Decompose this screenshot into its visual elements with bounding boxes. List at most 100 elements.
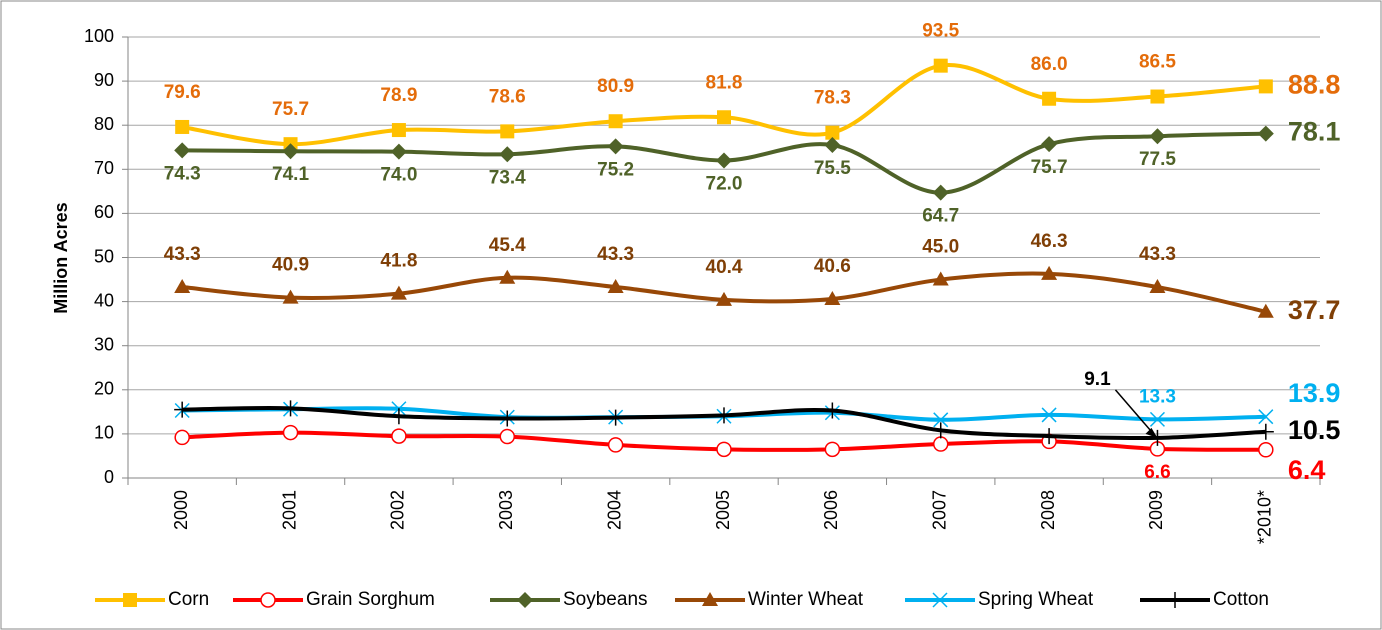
data-point [716,152,732,169]
data-point [175,119,190,134]
value-label: 10.5 [1288,415,1341,445]
value-label: 74.3 [164,163,201,184]
value-label: 72.0 [706,173,743,194]
y-tick-label: 60 [94,202,114,222]
data-point [607,437,624,453]
data-point [607,138,624,155]
value-label: 81.8 [706,72,743,93]
x-tick-label: 2003 [496,490,516,530]
data-point [1149,128,1166,145]
data-point [607,409,624,426]
value-label: 86.0 [1031,54,1068,75]
data-point [1149,411,1165,427]
data-point [824,290,841,305]
value-label: 78.9 [380,85,417,106]
value-label: 37.7 [1288,295,1341,325]
series: 6.6 6.4 [174,424,1326,485]
legend-marker [260,592,276,608]
data-point [390,408,407,425]
x-tick-label: 2001 [279,490,299,530]
data-point [499,410,516,427]
value-label: 78.6 [489,86,526,107]
value-label: 78.1 [1288,117,1341,147]
value-label: 45.0 [922,237,959,258]
data-point [1258,442,1274,458]
series: 9.1 10.5 [174,369,1340,446]
data-point [1257,423,1274,440]
data-point [933,412,949,428]
legend-marker [932,592,948,608]
data-point [174,279,191,294]
data-point [716,291,732,306]
data-point [932,271,949,286]
series: 74.3 74.1 74.0 73.4 75.2 72.0 75.5 64.7 75.7 77.5… [164,117,1341,227]
x-tick-label: 2009 [1146,490,1166,530]
data-point [824,441,841,458]
value-label: 73.4 [489,167,526,188]
data-point [1041,136,1058,153]
annotation-arrow [1114,389,1155,435]
legend-label: Soybeans [563,589,648,610]
data-point [1258,79,1273,94]
x-tick-label: 2002 [388,490,408,530]
value-label: 43.3 [597,244,634,265]
value-label: 43.3 [1139,244,1176,265]
legend-label: Spring Wheat [978,589,1094,610]
value-label: 13.9 [1288,378,1341,408]
value-label: 45.4 [489,235,526,256]
series: 79.6 75.7 78.9 78.6 80.9 81.8 78.3 93.5 86.0 86.5… [164,21,1340,152]
data-point [174,429,190,446]
legend-marker [517,592,533,608]
legend-marker [702,592,718,606]
legend-marker [1167,592,1183,608]
data-point [500,124,515,139]
value-label: 46.3 [1031,231,1068,252]
value-label: 40.9 [272,255,309,276]
legend-marker [123,593,137,607]
legend-label: Winter Wheat [748,589,864,610]
data-point [391,428,407,444]
y-tick-label: 70 [94,158,114,178]
value-label: 6.4 [1288,455,1326,485]
legend-label: Grain Sorghum [306,589,435,610]
data-point [716,407,732,424]
value-label: 79.6 [164,82,201,103]
y-tick-label: 100 [84,26,114,46]
data-point [1258,409,1274,425]
value-label: 75.7 [272,99,309,120]
data-point [1257,125,1274,142]
data-point [824,137,841,154]
data-point [1149,429,1166,446]
data-point [390,143,407,160]
data-point [1041,407,1057,423]
data-point [1041,265,1058,280]
value-label: 80.9 [597,76,634,97]
data-point [390,285,407,300]
x-tick-label: 2000 [171,490,191,530]
data-point [499,146,516,163]
data-point [932,184,949,201]
data-point [282,424,299,441]
x-tick-label: *2010* [1255,490,1275,544]
data-point [1257,303,1274,318]
x-tick-label: 2004 [604,490,624,530]
y-tick-label: 90 [94,70,114,90]
y-tick-label: 30 [94,334,114,354]
y-tick-label: 40 [94,290,114,310]
value-label: 43.3 [164,244,201,265]
y-tick-label: 50 [94,246,114,266]
value-label: 74.1 [272,164,309,185]
data-point [932,436,949,452]
data-point [825,125,840,140]
value-label: 40.6 [814,256,851,277]
y-tick-label: 10 [94,423,114,443]
data-point [174,142,191,159]
data-point [932,422,949,439]
data-point [717,110,731,125]
y-tick-label: 0 [104,467,114,487]
data-point [716,441,732,458]
x-tick-label: 2007 [929,490,949,530]
